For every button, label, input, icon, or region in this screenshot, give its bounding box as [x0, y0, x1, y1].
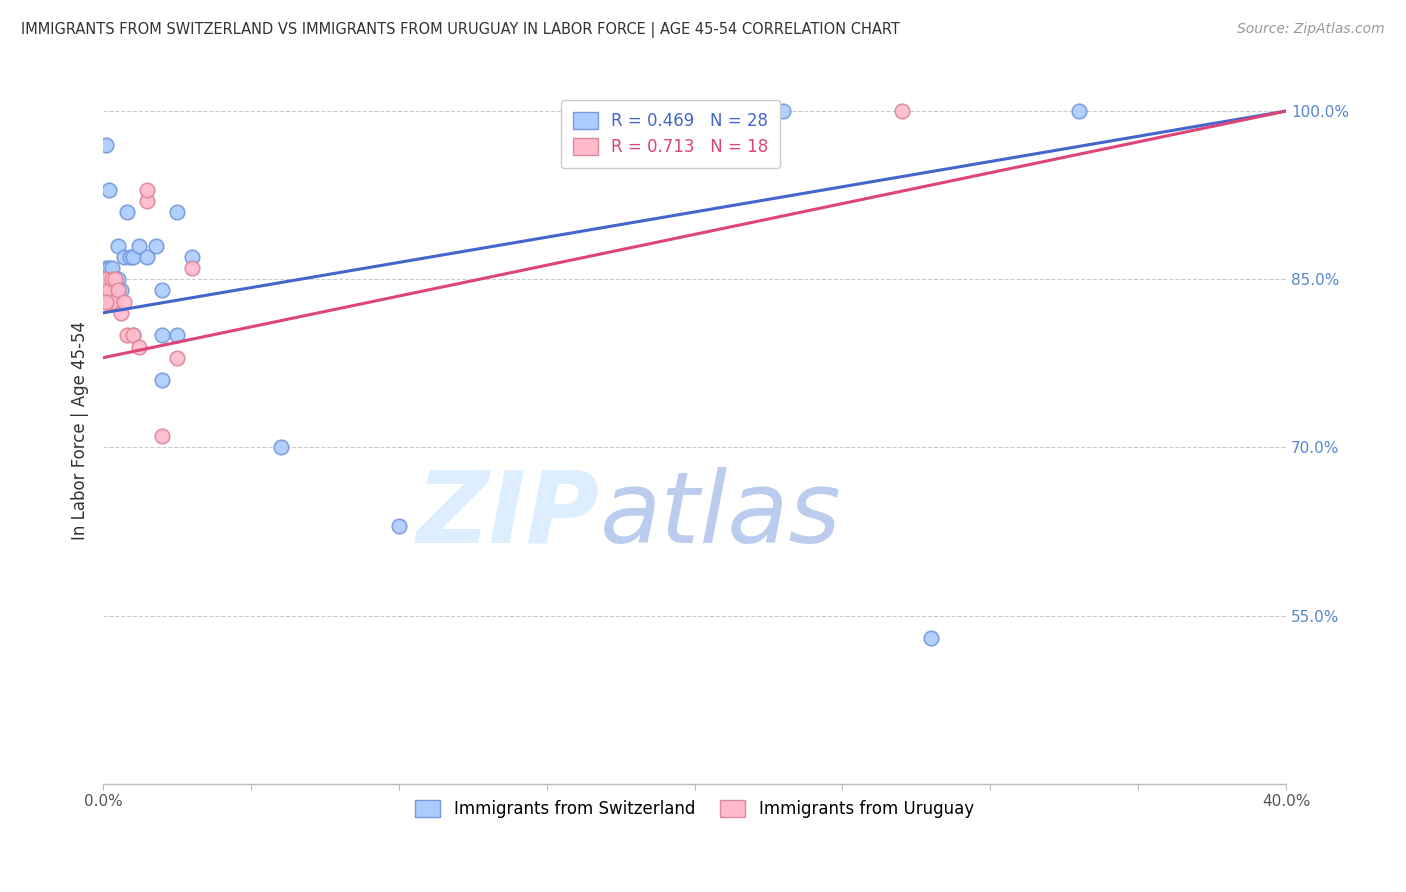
- Text: atlas: atlas: [600, 467, 842, 564]
- Point: [101, 272, 124, 286]
- Point: [101, 294, 124, 309]
- Point: [101, 272, 124, 286]
- Point: [112, 294, 135, 309]
- Point: [115, 205, 138, 219]
- Point: [1067, 104, 1090, 119]
- Point: [107, 272, 129, 286]
- Point: [104, 272, 127, 286]
- Point: [121, 250, 143, 264]
- Point: [94, 137, 117, 152]
- Point: [94, 260, 117, 275]
- Text: Source: ZipAtlas.com: Source: ZipAtlas.com: [1237, 22, 1385, 37]
- Point: [388, 519, 411, 533]
- Point: [104, 284, 127, 298]
- Point: [128, 238, 150, 252]
- Point: [145, 238, 167, 252]
- Point: [98, 284, 121, 298]
- Point: [150, 373, 173, 387]
- Text: IMMIGRANTS FROM SWITZERLAND VS IMMIGRANTS FROM URUGUAY IN LABOR FORCE | AGE 45-5: IMMIGRANTS FROM SWITZERLAND VS IMMIGRANT…: [21, 22, 900, 38]
- Legend: Immigrants from Switzerland, Immigrants from Uruguay: Immigrants from Switzerland, Immigrants …: [409, 793, 980, 825]
- Point: [107, 284, 129, 298]
- Point: [98, 294, 121, 309]
- Point: [107, 238, 129, 252]
- Point: [136, 194, 159, 208]
- Y-axis label: In Labor Force | Age 45-54: In Labor Force | Age 45-54: [72, 321, 89, 540]
- Point: [270, 441, 292, 455]
- Point: [150, 429, 173, 443]
- Point: [94, 272, 117, 286]
- Text: ZIP: ZIP: [418, 467, 600, 564]
- Point: [101, 284, 124, 298]
- Point: [180, 250, 202, 264]
- Point: [98, 272, 121, 286]
- Point: [104, 294, 127, 309]
- Point: [166, 351, 188, 365]
- Point: [890, 104, 912, 119]
- Point: [166, 205, 188, 219]
- Point: [98, 260, 121, 275]
- Point: [98, 183, 121, 197]
- Point: [94, 294, 117, 309]
- Point: [121, 328, 143, 343]
- Point: [136, 183, 159, 197]
- Point: [166, 328, 188, 343]
- Point: [94, 272, 117, 286]
- Point: [772, 104, 794, 119]
- Point: [110, 306, 132, 320]
- Point: [128, 339, 150, 353]
- Point: [110, 284, 132, 298]
- Point: [107, 284, 129, 298]
- Point: [112, 250, 135, 264]
- Point: [94, 284, 117, 298]
- Point: [94, 284, 117, 298]
- Point: [136, 250, 159, 264]
- Point: [180, 260, 202, 275]
- Point: [683, 104, 706, 119]
- Point: [920, 631, 942, 645]
- Point: [115, 328, 138, 343]
- Point: [121, 328, 143, 343]
- Point: [150, 328, 173, 343]
- Point: [118, 250, 141, 264]
- Point: [94, 294, 117, 309]
- Point: [150, 284, 173, 298]
- Point: [101, 260, 124, 275]
